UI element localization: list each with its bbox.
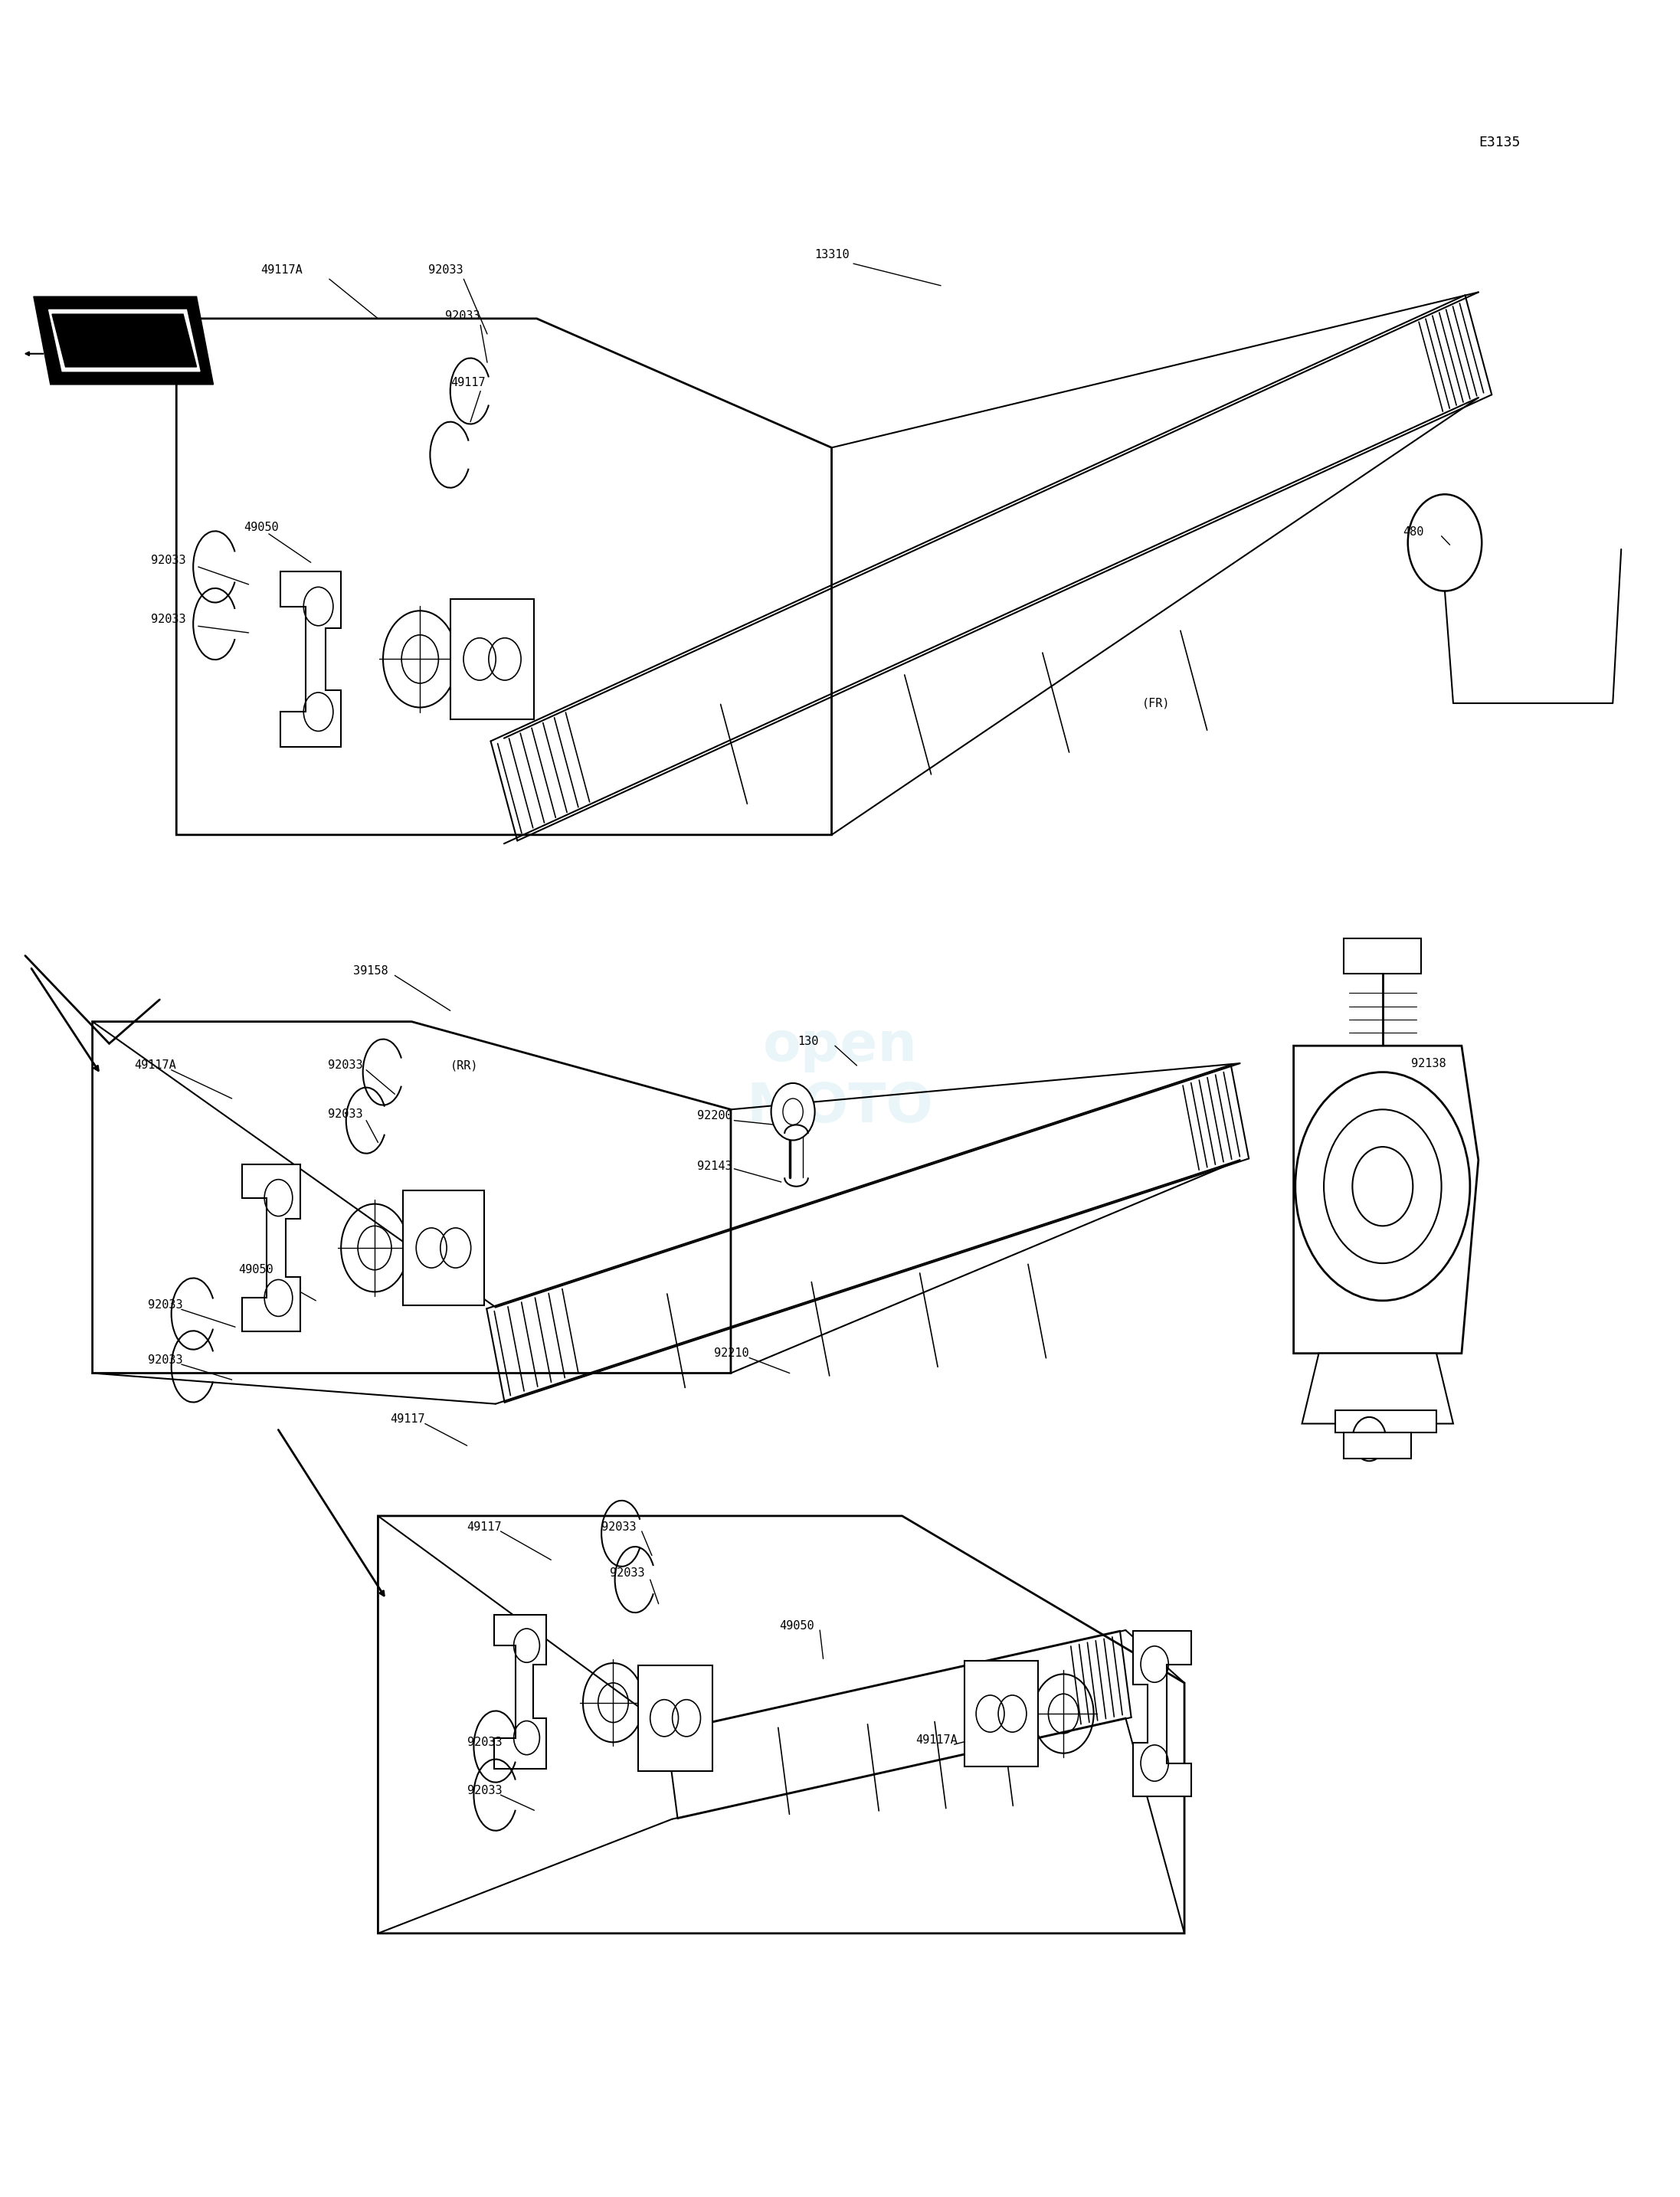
Text: 92033: 92033: [328, 1059, 363, 1072]
Text: 49050: 49050: [244, 521, 279, 534]
Text: 92033: 92033: [151, 554, 186, 567]
Text: E3135: E3135: [1478, 136, 1520, 149]
Text: 92143: 92143: [697, 1160, 732, 1173]
Text: 49117: 49117: [467, 1520, 502, 1534]
Text: (FR): (FR): [1142, 696, 1171, 710]
Text: 49117: 49117: [390, 1413, 425, 1426]
Polygon shape: [450, 600, 534, 721]
Text: 480: 480: [1403, 525, 1423, 538]
Circle shape: [771, 1083, 815, 1140]
Text: 49117A: 49117A: [134, 1059, 176, 1072]
Polygon shape: [638, 1665, 712, 1771]
Polygon shape: [1302, 1353, 1453, 1424]
Polygon shape: [964, 1661, 1038, 1766]
Text: 49050: 49050: [780, 1619, 815, 1632]
Text: 92138: 92138: [1411, 1057, 1446, 1070]
Text: 92033: 92033: [148, 1298, 183, 1312]
Circle shape: [1295, 1072, 1470, 1301]
Polygon shape: [1344, 1432, 1411, 1459]
Text: 49117A: 49117A: [916, 1733, 958, 1747]
FancyBboxPatch shape: [1336, 1410, 1436, 1432]
Text: 49117A: 49117A: [260, 264, 302, 277]
Text: 49117: 49117: [450, 376, 486, 389]
Text: 130: 130: [798, 1035, 818, 1048]
Polygon shape: [403, 1191, 484, 1305]
Text: (RR): (RR): [450, 1059, 479, 1072]
Text: 92033: 92033: [428, 264, 464, 277]
Text: 13310: 13310: [815, 248, 850, 261]
Polygon shape: [281, 571, 341, 747]
Text: 92033: 92033: [328, 1107, 363, 1120]
Text: 92033: 92033: [151, 613, 186, 626]
Text: 92033: 92033: [148, 1353, 183, 1367]
Text: 92210: 92210: [714, 1347, 749, 1360]
Text: 39158: 39158: [353, 964, 388, 978]
Circle shape: [1324, 1109, 1441, 1263]
Text: 92033: 92033: [445, 310, 480, 323]
Text: 92033: 92033: [467, 1784, 502, 1797]
Text: 49050: 49050: [239, 1263, 274, 1276]
Polygon shape: [494, 1615, 546, 1769]
Polygon shape: [1132, 1630, 1191, 1797]
Text: open
MOTO: open MOTO: [746, 1019, 934, 1134]
Text: FRONT: FRONT: [99, 336, 136, 345]
Text: 92033: 92033: [610, 1566, 645, 1580]
Text: 92033: 92033: [467, 1736, 502, 1749]
Polygon shape: [1294, 1046, 1478, 1353]
Polygon shape: [34, 297, 213, 384]
Polygon shape: [49, 310, 200, 371]
Polygon shape: [52, 314, 197, 367]
Text: 92200: 92200: [697, 1109, 732, 1123]
FancyBboxPatch shape: [1344, 938, 1421, 973]
Polygon shape: [242, 1164, 301, 1331]
Text: 92033: 92033: [601, 1520, 637, 1534]
